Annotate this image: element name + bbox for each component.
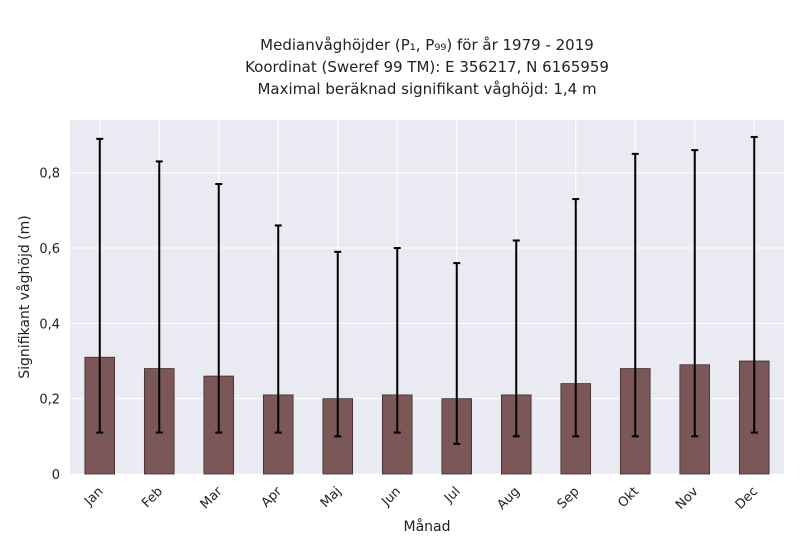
- y-tick-label: 0,2: [39, 393, 60, 408]
- y-tick-label: 0,4: [39, 317, 60, 332]
- x-tick-label-apr: Apr: [259, 484, 286, 511]
- error-bar-nov: [691, 149, 699, 438]
- y-tick-label: 0: [52, 468, 60, 483]
- x-tick-label-sep: Sep: [555, 484, 583, 512]
- x-tick-label-dec: Dec: [733, 484, 761, 512]
- x-tick-label-maj: Maj: [318, 484, 345, 511]
- error-bar-jan: [96, 137, 104, 434]
- error-bar-mar: [215, 183, 223, 434]
- x-tick-label-aug: Aug: [495, 484, 524, 513]
- x-axis-ticks: Jan Feb Mar Apr Maj Jun Jul Aug Sep Okt Nov Dec: [81, 484, 761, 513]
- error-bar-jul: [453, 262, 461, 445]
- y-tick-label: 0,6: [39, 242, 60, 257]
- y-tick-label: 0,8: [39, 167, 60, 182]
- error-bar-okt: [631, 152, 639, 438]
- y-axis-label: Signifikant våghöjd (m): [16, 215, 33, 378]
- error-bar-jun: [393, 247, 401, 434]
- error-bar-dec: [750, 135, 758, 434]
- x-tick-label-jan: Jan: [81, 484, 106, 509]
- x-tick-label-nov: Nov: [673, 484, 702, 513]
- x-tick-label-mar: Mar: [198, 484, 226, 512]
- error-bar-aug: [512, 239, 520, 438]
- chart-title-line-2: Koordinat (Sweref 99 TM): E 356217, N 61…: [245, 58, 609, 76]
- error-bar-sep: [572, 198, 580, 438]
- x-tick-label-feb: Feb: [139, 484, 166, 511]
- chart-title-line-1: Medianvåghöjder (P₁, P₉₉) för år 1979 - …: [260, 36, 594, 54]
- x-tick-label-okt: Okt: [615, 484, 642, 511]
- plot-area: [70, 120, 784, 474]
- x-axis-label: Månad: [404, 518, 451, 535]
- error-bar-maj: [334, 250, 342, 438]
- error-bar-feb: [155, 160, 163, 434]
- x-tick-label-jun: Jun: [378, 484, 404, 510]
- y-axis-ticks: 0 0,2 0,4 0,6 0,8: [39, 167, 60, 483]
- chart-title: Medianvåghöjder (P₁, P₉₉) för år 1979 - …: [70, 34, 784, 100]
- error-bars: [96, 135, 758, 445]
- chart-title-line-3: Maximal beräknad signifikant våghöjd: 1,…: [257, 80, 597, 98]
- error-bar-apr: [274, 224, 282, 434]
- x-tick-label-jul: Jul: [441, 484, 463, 506]
